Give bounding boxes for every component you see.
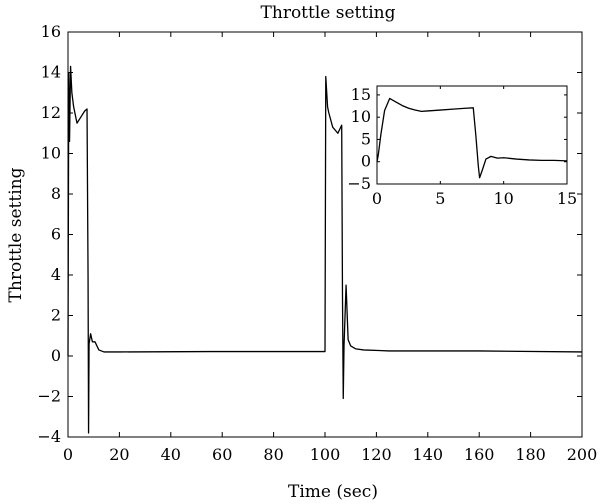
inset-plot-frame [376,85,568,185]
inset-x-tick-label: 15 [557,189,577,208]
main-x-tick-label: 120 [361,445,392,464]
inset-y-tick-label: 5 [361,129,371,148]
inset-y-tick-label: 15 [351,85,371,104]
main-x-tick-label: 200 [567,445,598,464]
main-axis-ticks: 0 20 40 60 80 100 120 140 160 180 200−4−2024681012… [37,22,597,464]
main-x-tick-label: 20 [109,445,129,464]
inset-x-tick-label: 5 [435,189,445,208]
inset-x-tick-label: 0 [372,189,382,208]
main-x-tick-label: 100 [310,445,341,464]
main-x-tick-label: 140 [413,445,444,464]
inset-x-tick-label: 10 [493,189,513,208]
main-x-tick-label: 60 [212,445,232,464]
main-y-tick-label: 0 [51,346,61,365]
main-y-tick-label: −2 [37,387,61,406]
main-y-tick-label: 4 [51,265,61,284]
main-y-tick-label: 8 [51,184,61,203]
y-axis-label: Throttle setting [6,167,26,302]
inset-y-tick-label: −5 [347,174,371,193]
main-x-tick-label: 0 [63,445,73,464]
main-chart: Throttle setting 0 20 40 60 80 100 120 140 160 18… [6,3,597,502]
main-series-line [67,65,583,434]
inset-y-tick-label: 10 [351,107,371,126]
main-x-tick-label: 40 [161,445,181,464]
main-y-tick-label: 14 [41,63,61,82]
main-x-tick-label: 180 [515,445,546,464]
inset-series-line [376,97,568,179]
main-x-tick-label: 160 [464,445,495,464]
main-y-tick-label: 6 [51,225,61,244]
chart-title: Throttle setting [261,3,396,23]
main-x-tick-label: 80 [263,445,283,464]
main-y-tick-label: 10 [41,144,61,163]
x-axis-label: Time (sec) [288,482,378,502]
main-y-tick-label: 16 [41,22,61,41]
main-y-tick-label: 2 [51,306,61,325]
main-y-tick-label: 12 [41,103,61,122]
main-y-tick-label: −4 [37,427,61,446]
inset-y-tick-label: 0 [361,152,371,171]
